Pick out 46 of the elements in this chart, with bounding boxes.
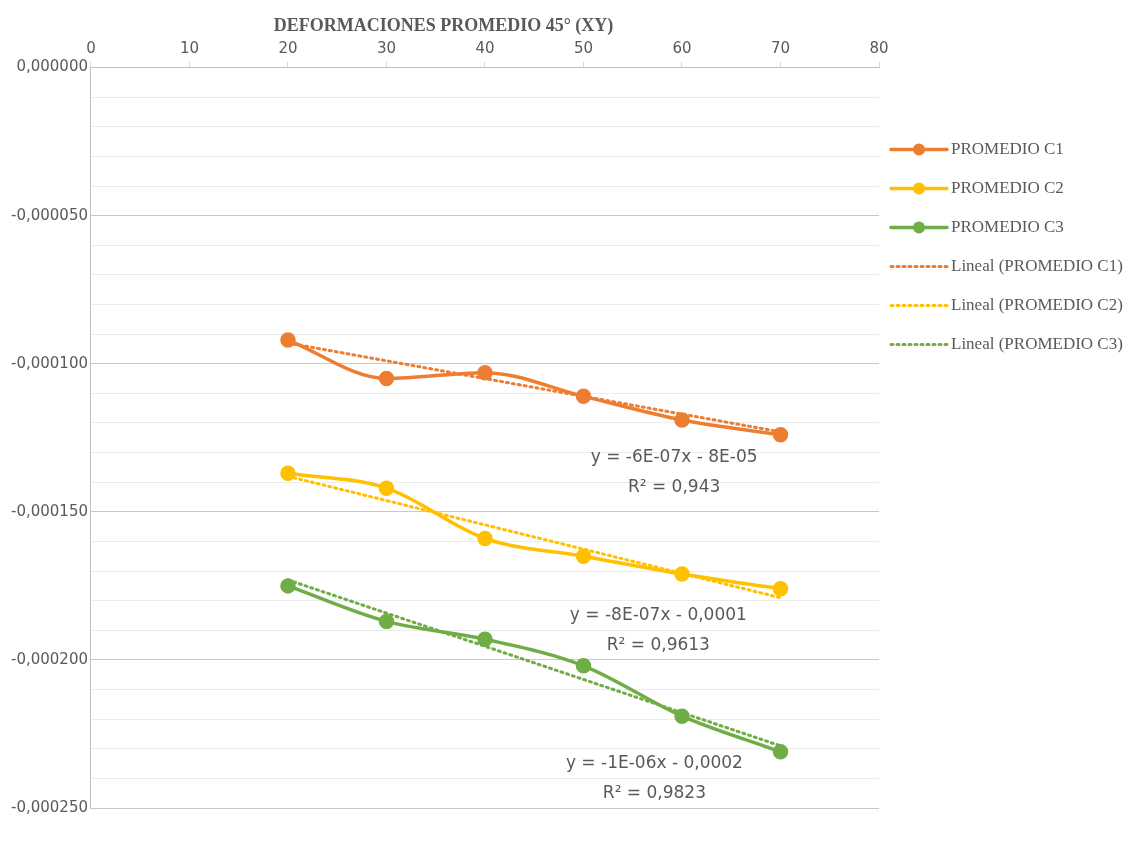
point xyxy=(477,631,493,647)
point xyxy=(280,465,296,482)
x-tick-label: 20 xyxy=(278,39,298,58)
point xyxy=(674,566,690,582)
point xyxy=(674,412,690,428)
legend-label: Lineal (PROMEDIO C3) xyxy=(951,334,1123,354)
point xyxy=(477,364,493,381)
point xyxy=(280,578,296,594)
y-tick-label: 0,000000 xyxy=(16,57,88,76)
y-tick-label: -0,000250 xyxy=(10,797,88,816)
point xyxy=(477,530,493,547)
x-tick-label: 40 xyxy=(475,39,495,58)
y-tick-label: -0,000200 xyxy=(10,649,88,668)
y-tick-label: -0,000100 xyxy=(10,353,88,372)
point xyxy=(280,332,296,348)
y-tick-label: -0,000050 xyxy=(10,205,88,224)
legend-label: PROMEDIO C3 xyxy=(951,217,1064,237)
annotation: y = -6E-07x - 8E-05 xyxy=(590,446,758,467)
point xyxy=(378,480,395,496)
annotation: y = -8E-07x - 0,0001 xyxy=(569,603,747,624)
point xyxy=(575,388,592,405)
point xyxy=(378,370,395,387)
legend-label: Lineal (PROMEDIO C1) xyxy=(951,256,1123,276)
x-tick-label: 60 xyxy=(672,39,692,58)
point xyxy=(674,708,690,724)
point xyxy=(772,743,789,760)
x-tick-label: 80 xyxy=(869,39,889,58)
x-tick-label: 10 xyxy=(179,39,200,58)
legend-label: PROMEDIO C2 xyxy=(951,178,1064,198)
legend-label: PROMEDIO C1 xyxy=(951,139,1064,159)
point xyxy=(378,613,395,630)
annotation: R² = 0,943 xyxy=(627,475,721,496)
chart-title: DEFORMACIONES PROMEDIO 45° (XY) xyxy=(273,15,614,37)
annotation: R² = 0,9823 xyxy=(602,781,706,802)
annotation: R² = 0,9613 xyxy=(606,633,710,654)
point xyxy=(772,427,789,443)
x-tick-label: 30 xyxy=(376,39,397,58)
y-tick-label: -0,000150 xyxy=(10,501,88,520)
legend-label: Lineal (PROMEDIO C2) xyxy=(951,295,1123,315)
x-tick-label: 70 xyxy=(770,39,791,58)
point xyxy=(575,548,592,565)
point xyxy=(575,658,592,674)
point xyxy=(772,581,789,597)
annotation: y = -1E-06x - 0,0002 xyxy=(565,752,743,772)
x-tick-label: 50 xyxy=(573,39,594,58)
x-tick-label: 0 xyxy=(86,39,96,58)
